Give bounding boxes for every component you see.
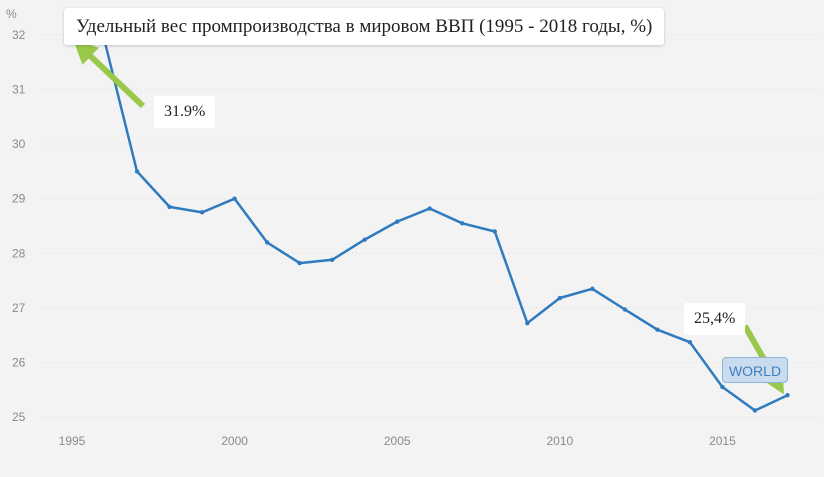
y-tick-label: 32 (12, 28, 26, 42)
data-point (720, 384, 725, 390)
data-point (362, 237, 367, 242)
x-axis-ticks: 1995 2000 2005 2010 2015 (59, 434, 736, 448)
x-tick-label: 2015 (709, 434, 736, 448)
x-tick-label: 2005 (384, 434, 411, 448)
annotation-start-value: 31.9% (154, 96, 216, 128)
data-point (557, 295, 563, 301)
data-point (264, 240, 270, 245)
y-tick-label: 25 (12, 410, 26, 424)
y-tick-label: 31 (12, 83, 26, 97)
world-badge: WORLD (722, 357, 788, 383)
data-point (525, 320, 530, 326)
data-point (427, 206, 432, 211)
data-point (590, 286, 595, 291)
y-tick-label: 29 (12, 192, 26, 206)
data-point (460, 221, 465, 226)
data-point (329, 257, 335, 263)
x-tick-label: 2010 (546, 434, 573, 448)
data-point (752, 408, 758, 413)
y-tick-label: 26 (12, 355, 26, 369)
data-point (134, 169, 140, 174)
data-point (395, 219, 400, 224)
arrow-start-annotation (73, 39, 146, 109)
x-tick-label: 1995 (59, 434, 86, 448)
y-tick-label: 30 (12, 137, 26, 151)
data-point (232, 196, 237, 201)
data-point (492, 229, 497, 234)
data-point (622, 307, 628, 312)
data-point (785, 392, 790, 398)
x-tick-label: 2000 (221, 434, 248, 448)
data-point (297, 260, 302, 266)
data-point (167, 204, 172, 210)
y-axis-label: % (6, 7, 17, 21)
data-points (69, 38, 790, 413)
y-tick-label: 28 (12, 246, 26, 260)
y-axis-ticks: 25 26 27 28 29 30 31 32 (12, 28, 26, 424)
annotation-end-value: 25,4% (684, 303, 746, 335)
data-point (655, 327, 660, 332)
y-tick-label: 27 (12, 301, 26, 315)
chart-title: Удельный вес промпроизводства в мировом … (64, 8, 665, 45)
data-point (687, 340, 693, 345)
data-point (199, 210, 205, 215)
